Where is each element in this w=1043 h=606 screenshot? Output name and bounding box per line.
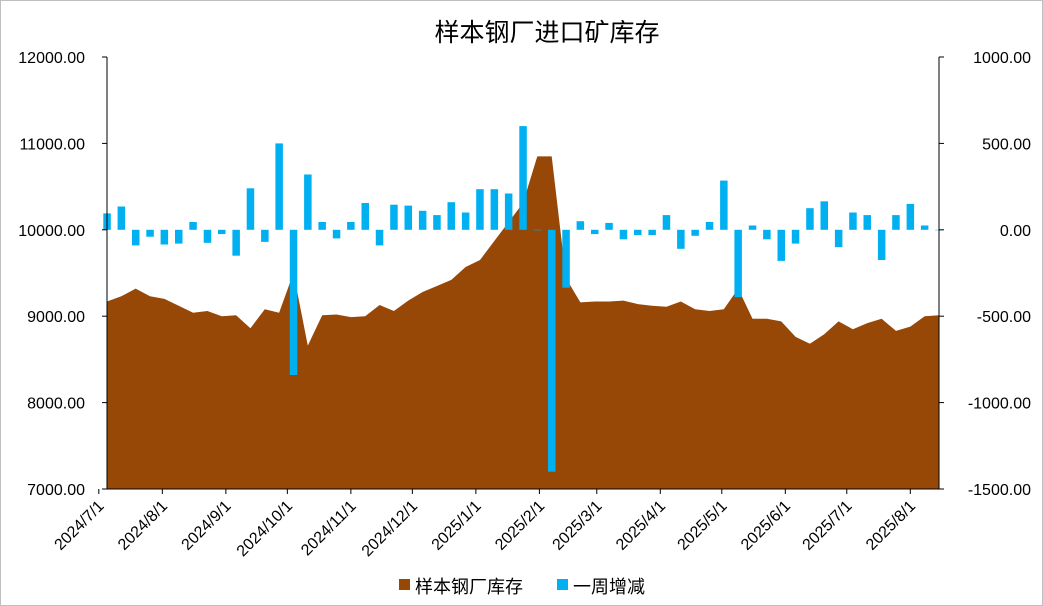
weekly-change-bar [304, 174, 312, 230]
x-tick-label: 2024/12/1 [359, 498, 421, 560]
weekly-change-bar [548, 229, 556, 472]
y-right-tick-label: -500.00 [977, 309, 1031, 326]
weekly-change-bar [576, 221, 585, 230]
weekly-change-bar [117, 206, 126, 230]
x-tick-label: 2024/8/1 [115, 498, 171, 554]
weekly-change-bar [160, 229, 169, 245]
x-tick-label: 2025/6/1 [738, 498, 794, 554]
y-left-tick-label: 9000.00 [27, 309, 85, 326]
weekly-change-bar [519, 126, 527, 230]
weekly-change-bar [562, 229, 570, 288]
weekly-change-bar [132, 229, 140, 246]
area-layer [107, 156, 939, 489]
x-tick-label: 2024/10/1 [234, 498, 296, 560]
weekly-change-bar [605, 222, 613, 230]
legend: 样本钢厂库存 一周增减 [399, 577, 645, 598]
y-right-tick-label: 0.00 [1000, 223, 1031, 240]
weekly-change-bar [791, 229, 800, 244]
weekly-change-bar [849, 212, 857, 230]
weekly-change-bar [877, 229, 886, 260]
x-tick-label: 2025/2/1 [492, 498, 548, 554]
x-tick-label: 2025/1/1 [429, 498, 485, 554]
weekly-change-bar [146, 229, 154, 237]
weekly-change-bar [634, 229, 642, 235]
weekly-change-bar [203, 229, 212, 243]
weekly-change-bar [332, 229, 341, 239]
y-left-tick-label: 12000.00 [18, 50, 85, 67]
y-right-tick-label: -1000.00 [968, 396, 1031, 413]
weekly-change-bar [289, 229, 298, 375]
weekly-change-bar [218, 229, 226, 235]
weekly-change-bar [189, 222, 197, 230]
y-right-tick-label: -1500.00 [968, 482, 1031, 499]
weekly-change-bar [347, 222, 355, 230]
x-tick-label: 2025/5/1 [675, 498, 731, 554]
weekly-change-bar [705, 222, 714, 230]
y-right-tick-label: 500.00 [982, 136, 1031, 153]
weekly-change-bar [763, 229, 771, 240]
weekly-change-bar [476, 189, 484, 230]
weekly-change-bar [261, 229, 269, 242]
weekly-change-bar [175, 229, 183, 244]
weekly-change-bar [504, 193, 513, 230]
weekly-change-bar [863, 215, 871, 230]
weekly-change-bar [361, 203, 369, 230]
x-tick-label: 2025/3/1 [550, 498, 606, 554]
bar-layer [103, 126, 943, 472]
weekly-change-bar [591, 229, 599, 235]
x-tick-label: 2025/8/1 [863, 498, 919, 554]
legend-label-inventory: 样本钢厂库存 [415, 577, 523, 598]
y-left-tick-label: 7000.00 [27, 482, 85, 499]
weekly-change-bar [375, 229, 384, 246]
weekly-change-bar [533, 229, 542, 231]
chart-title: 样本钢厂进口矿库存 [434, 18, 659, 47]
y-left-tick-label: 8000.00 [27, 396, 85, 413]
x-tick-label: 2025/4/1 [613, 498, 669, 554]
weekly-change-bar [461, 212, 470, 230]
weekly-change-bar [777, 229, 785, 261]
x-tick-label: 2024/11/1 [298, 498, 360, 560]
weekly-change-bar [433, 215, 441, 230]
x-tick-label: 2024/9/1 [179, 498, 235, 554]
x-tick-label: 2025/7/1 [800, 498, 856, 554]
weekly-change-bar [820, 201, 828, 230]
inventory-area [107, 156, 939, 489]
weekly-change-bar [662, 215, 671, 230]
y-right-tick-label: 1000.00 [973, 50, 1031, 67]
weekly-change-bar [906, 203, 915, 230]
weekly-change-bar [691, 229, 699, 236]
weekly-change-bar [619, 229, 628, 240]
weekly-change-bar [318, 222, 326, 230]
weekly-change-bar [920, 225, 929, 230]
weekly-change-bar [246, 188, 255, 230]
legend-label-weekly-change: 一周增减 [573, 577, 645, 598]
weekly-change-bar [232, 229, 240, 256]
weekly-change-bar [677, 229, 685, 249]
weekly-change-bar [275, 143, 283, 230]
weekly-change-bar [390, 204, 398, 230]
weekly-change-bar [490, 189, 499, 230]
weekly-change-bar [892, 215, 900, 230]
legend-swatch-weekly-change [557, 579, 568, 590]
weekly-change-bar [734, 229, 742, 298]
weekly-change-bar [447, 202, 455, 230]
y-left-tick-label: 11000.00 [19, 136, 85, 153]
weekly-change-bar [404, 205, 412, 230]
weekly-change-bar [748, 225, 757, 230]
weekly-change-bar [720, 180, 728, 230]
legend-swatch-inventory [399, 579, 410, 590]
weekly-change-bar [806, 208, 814, 230]
weekly-change-bar [418, 210, 427, 230]
x-tick-label: 2024/7/1 [52, 498, 108, 554]
y-left-tick-label: 10000.00 [18, 223, 85, 240]
weekly-change-bar [834, 229, 843, 248]
weekly-change-bar [648, 229, 656, 235]
